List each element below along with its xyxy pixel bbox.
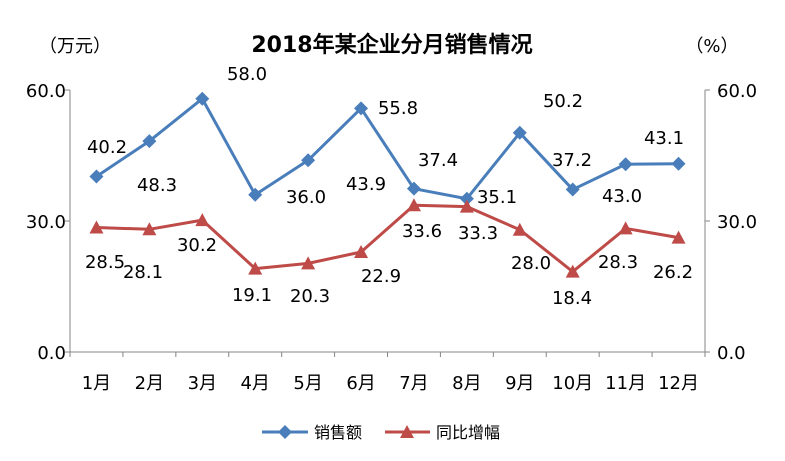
data-label: 43.1 <box>644 128 684 149</box>
data-point-diamond <box>142 134 157 149</box>
data-label: 18.4 <box>552 288 592 309</box>
data-label: 19.1 <box>232 285 272 306</box>
left-axis-unit: （万元） <box>39 36 111 57</box>
data-point-diamond <box>565 182 580 197</box>
data-label: 26.2 <box>653 262 693 283</box>
data-point-diamond <box>459 191 474 206</box>
left-axis-tick-label: 30.0 <box>26 212 66 233</box>
x-axis-tick-label: 11月 <box>605 373 646 394</box>
data-label: 33.6 <box>402 221 442 242</box>
legend-marker-triangle <box>400 425 414 438</box>
data-label: 20.3 <box>290 286 330 307</box>
data-label: 37.2 <box>552 150 592 171</box>
data-point-triangle <box>354 245 369 259</box>
data-point-triangle <box>459 199 474 213</box>
data-point-diamond <box>618 157 633 172</box>
legend-marker-diamond <box>278 425 292 439</box>
data-label: 28.1 <box>123 262 163 283</box>
data-label: 33.3 <box>458 223 498 244</box>
data-label: 35.1 <box>477 187 517 208</box>
right-axis-tick-label: 0.0 <box>717 343 746 364</box>
data-point-triangle <box>142 222 157 236</box>
right-axis-unit: （%） <box>685 36 738 57</box>
data-point-triangle <box>248 261 263 275</box>
data-label: 36.0 <box>286 187 326 208</box>
data-point-diamond <box>89 169 104 184</box>
data-label: 43.0 <box>602 186 642 207</box>
x-axis-tick-label: 4月 <box>240 373 269 394</box>
data-label: 28.5 <box>85 252 125 273</box>
x-axis-tick-label: 8月 <box>452 373 481 394</box>
data-label: 40.2 <box>87 137 127 158</box>
data-point-diamond <box>406 181 421 196</box>
x-axis-tick-label: 7月 <box>399 373 428 394</box>
data-label: 50.2 <box>543 91 583 112</box>
data-point-diamond <box>512 125 527 140</box>
x-axis-tick-label: 5月 <box>293 373 322 394</box>
data-point-diamond <box>248 187 263 202</box>
x-axis-tick-label: 6月 <box>346 373 375 394</box>
x-axis-tick-label: 9月 <box>505 373 534 394</box>
legend-label-sales: 销售额 <box>314 423 362 442</box>
data-label: 58.0 <box>227 64 267 85</box>
data-label: 43.9 <box>346 174 386 195</box>
x-axis-tick-label: 12月 <box>658 373 699 394</box>
left-axis-tick-label: 60.0 <box>26 81 66 102</box>
series-line-sales <box>95 97 679 201</box>
data-label: 28.3 <box>598 252 638 273</box>
data-point-diamond <box>671 156 686 171</box>
data-point-triangle <box>618 221 633 235</box>
data-point-triangle <box>195 213 210 227</box>
data-label: 28.0 <box>511 253 551 274</box>
data-point-triangle <box>565 264 580 278</box>
x-axis-tick-label: 1月 <box>82 373 111 394</box>
data-label: 37.4 <box>418 150 458 171</box>
data-point-triangle <box>671 230 686 244</box>
right-axis-tick-label: 30.0 <box>717 212 757 233</box>
data-point-diamond <box>195 91 210 106</box>
data-label: 55.8 <box>378 98 418 119</box>
left-axis-tick-label: 0.0 <box>37 343 66 364</box>
data-point-triangle <box>89 220 104 234</box>
data-label: 30.2 <box>177 235 217 256</box>
data-label: 22.9 <box>361 266 401 287</box>
data-point-triangle <box>301 256 316 270</box>
data-point-triangle <box>406 198 421 212</box>
data-point-diamond <box>354 101 369 116</box>
chart-title: 2018年某企业分月销售情况 <box>251 32 532 58</box>
data-label: 48.3 <box>137 175 177 196</box>
x-axis-tick-label: 10月 <box>552 373 593 394</box>
x-axis-tick-label: 3月 <box>188 373 217 394</box>
right-axis-tick-label: 60.0 <box>717 81 757 102</box>
data-point-triangle <box>512 222 527 236</box>
x-axis-tick-label: 2月 <box>135 373 164 394</box>
data-point-diamond <box>301 153 316 168</box>
series-line-growth <box>96 203 679 274</box>
legend-label-growth: 同比增幅 <box>436 423 500 442</box>
